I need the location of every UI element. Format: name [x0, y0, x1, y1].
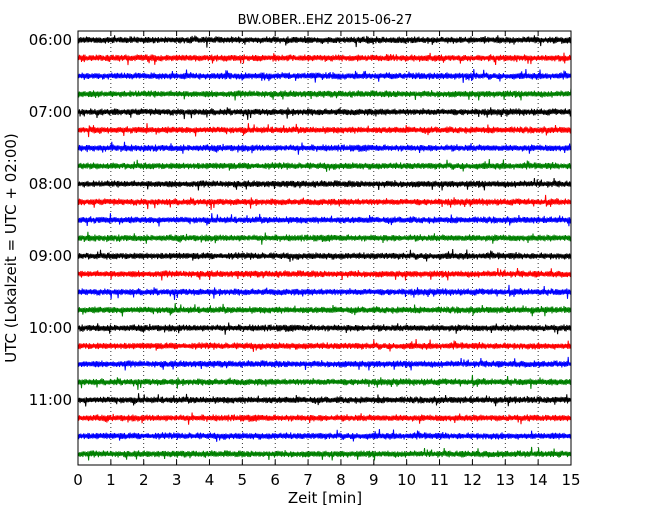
- x-tick-label: 2: [139, 471, 149, 489]
- seismic-traces: [77, 35, 572, 461]
- seismic-trace: [77, 446, 572, 461]
- y-axis-ticks: 06:00 07:00 08:00 09:00 10:00 11:00: [29, 31, 571, 409]
- seismic-trace: [77, 322, 572, 335]
- seismic-trace: [77, 107, 572, 120]
- seismic-trace: [77, 393, 572, 407]
- x-tick-label: 4: [205, 471, 215, 489]
- x-tick-label: 9: [369, 471, 379, 489]
- y-axis-label: UTC (Lokalzeit = UTC + 02:00): [2, 133, 20, 363]
- seismic-trace: [77, 87, 572, 101]
- x-tick-label: 7: [303, 471, 313, 489]
- seismic-trace: [77, 356, 572, 371]
- vertical-grid: [110, 31, 539, 465]
- seismic-trace: [77, 52, 572, 66]
- plot-frame: [77, 30, 572, 466]
- seismic-trace: [77, 123, 572, 138]
- seismic-trace: [77, 267, 572, 281]
- x-tick-label: 15: [561, 471, 580, 489]
- seismic-trace: [77, 159, 572, 172]
- x-tick-label: 10: [397, 471, 416, 489]
- seismic-trace: [77, 177, 572, 191]
- seismic-trace: [77, 412, 572, 425]
- y-tick-label: 06:00: [29, 31, 72, 49]
- chart-title: BW.OBER..EHZ 2015-06-27: [238, 13, 413, 28]
- seismic-trace: [77, 213, 572, 227]
- y-tick-label: 11:00: [29, 391, 72, 409]
- seismic-trace: [77, 303, 572, 317]
- x-tick-label: 13: [496, 471, 515, 489]
- seismic-trace: [77, 68, 572, 83]
- seismic-trace: [77, 284, 572, 300]
- seismic-trace: [77, 249, 572, 262]
- y-tick-label: 08:00: [29, 175, 72, 193]
- seismic-trace: [77, 35, 572, 48]
- x-tick-label: 14: [529, 471, 548, 489]
- seismic-trace: [77, 194, 572, 210]
- y-tick-label: 09:00: [29, 247, 72, 265]
- x-tick-label: 1: [106, 471, 116, 489]
- seismic-trace: [77, 339, 572, 352]
- y-tick-label: 10:00: [29, 319, 72, 337]
- x-tick-label: 6: [270, 471, 280, 489]
- x-tick-label: 5: [238, 471, 248, 489]
- seismic-trace: [77, 231, 572, 245]
- y-tick-label: 07:00: [29, 103, 72, 121]
- seismic-trace: [77, 374, 572, 390]
- x-tick-label: 8: [336, 471, 346, 489]
- seismic-trace: [77, 141, 572, 155]
- x-axis-label: Zeit [min]: [288, 489, 362, 507]
- x-tick-label: 3: [172, 471, 182, 489]
- x-tick-label: 12: [463, 471, 482, 489]
- seismic-trace: [77, 429, 572, 442]
- x-tick-label: 11: [430, 471, 449, 489]
- x-axis-ticks: 0 1 2 3 4 5 6 7 8 9 10 11 12 13 14 15: [73, 31, 581, 489]
- x-tick-label: 0: [73, 471, 83, 489]
